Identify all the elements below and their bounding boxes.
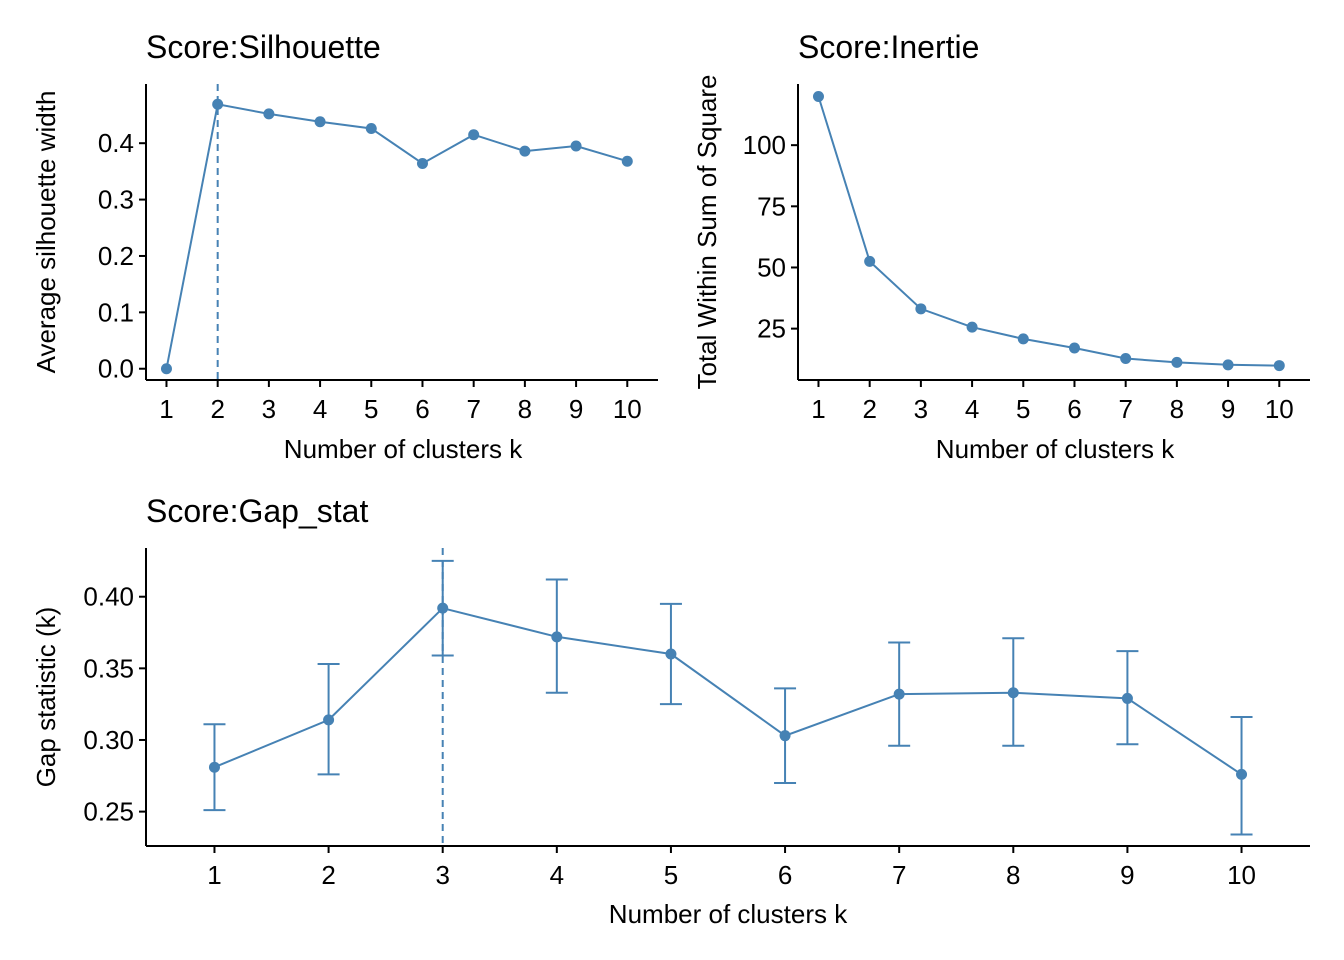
silhouette-series-line	[165, 103, 628, 369]
silhouette-x-tick-label: 6	[415, 394, 429, 424]
silhouette-x-tick-label: 9	[569, 394, 583, 424]
gap-stat-x-tick-label: 1	[207, 860, 221, 890]
gap-stat-title: Score:Gap_stat	[146, 493, 368, 529]
inertie-x-tick-label: 7	[1118, 394, 1132, 424]
inertie-data-point	[1222, 359, 1234, 371]
inertie-panel: Score:Inertie Number of clusters k Total…	[692, 29, 1310, 464]
gap-stat-data-point	[551, 631, 563, 643]
inertie-y-tick-label: 75	[757, 191, 786, 221]
gap-stat-plot-area: 0.25 0.30 0.35 0.40 1 2 3 4 5 6 7 8 9 10	[83, 548, 1310, 890]
silhouette-y-tick-label: 0.0	[98, 354, 134, 384]
silhouette-x-tick-label: 3	[262, 394, 276, 424]
inertie-data-point	[1273, 360, 1285, 372]
gap-stat-data-point	[779, 730, 791, 742]
inertie-data-point	[1171, 356, 1183, 368]
inertie-x-tick-label: 9	[1221, 394, 1235, 424]
gap-stat-x-tick-label: 7	[892, 860, 906, 890]
inertie-x-tick-label: 1	[811, 394, 825, 424]
silhouette-data-point	[212, 98, 224, 110]
inertie-y-tick-label: 25	[757, 314, 786, 344]
inertie-y-tick-label: 100	[743, 130, 786, 160]
gap-stat-x-tick-label: 5	[664, 860, 678, 890]
inertie-x-tick-label: 6	[1067, 394, 1081, 424]
inertie-data-point	[1120, 352, 1132, 364]
gap-stat-data-point	[437, 602, 449, 614]
silhouette-x-tick-label: 8	[518, 394, 532, 424]
inertie-data-point	[1017, 333, 1029, 345]
silhouette-y-tick-label: 0.2	[98, 241, 134, 271]
gap-stat-x-tick-label: 6	[778, 860, 792, 890]
gap-stat-x-tick-label: 10	[1227, 860, 1256, 890]
inertie-x-tick-label: 4	[965, 394, 979, 424]
silhouette-y-label: Average silhouette width	[31, 91, 61, 374]
silhouette-data-point	[468, 129, 480, 141]
inertie-data-point	[1068, 342, 1080, 354]
silhouette-x-label: Number of clusters k	[284, 434, 523, 464]
silhouette-panel: Score:Silhouette Number of clusters k Av…	[31, 29, 658, 464]
silhouette-plot-area: 0.0 0.1 0.2 0.3 0.4 1 2 3 4 5 6 7 8 9 10	[98, 84, 658, 424]
gap-stat-x-tick-label: 3	[435, 860, 449, 890]
silhouette-x-tick-label: 2	[210, 394, 224, 424]
silhouette-x-tick-label: 4	[313, 394, 327, 424]
inertie-x-label: Number of clusters k	[936, 434, 1175, 464]
gap-stat-x-tick-label: 4	[550, 860, 564, 890]
gap-stat-y-label: Gap statistic (k)	[31, 607, 61, 788]
inertie-data-point	[966, 321, 978, 333]
inertie-series-line	[817, 96, 1280, 367]
gap-stat-data-point	[1121, 692, 1133, 704]
inertie-x-tick-label: 2	[862, 394, 876, 424]
silhouette-y-tick-label: 0.3	[98, 185, 134, 215]
gap-stat-data-point	[893, 688, 905, 700]
silhouette-data-point	[621, 155, 633, 167]
inertie-x-tick-label: 10	[1265, 394, 1294, 424]
silhouette-title: Score:Silhouette	[146, 29, 381, 65]
gap-stat-data-point	[1236, 768, 1248, 780]
inertie-data-point	[864, 255, 876, 267]
inertie-y-label: Total Within Sum of Square	[692, 74, 722, 389]
silhouette-x-tick-label: 10	[613, 394, 642, 424]
silhouette-data-point	[416, 157, 428, 169]
silhouette-data-point	[570, 140, 582, 152]
gap-stat-data-point	[208, 761, 220, 773]
gap-stat-y-tick-label: 0.35	[83, 653, 134, 683]
gap-stat-data-point	[1007, 687, 1019, 699]
inertie-x-tick-label: 8	[1170, 394, 1184, 424]
silhouette-data-point	[314, 116, 326, 128]
silhouette-x-tick-label: 7	[466, 394, 480, 424]
inertie-y-tick-label: 50	[757, 252, 786, 282]
silhouette-y-tick-label: 0.1	[98, 297, 134, 327]
inertie-x-tick-label: 5	[1016, 394, 1030, 424]
inertie-data-point	[812, 90, 824, 102]
inertie-data-point	[915, 303, 927, 315]
gap-stat-x-tick-label: 2	[321, 860, 335, 890]
gap-stat-series-line	[214, 607, 1243, 776]
inertie-title: Score:Inertie	[798, 29, 979, 65]
inertie-plot-area: 25 50 75 100 1 2 3 4 5 6 7 8 9 10	[743, 84, 1310, 424]
gap-stat-x-label: Number of clusters k	[609, 899, 848, 929]
gap-stat-x-tick-label: 8	[1006, 860, 1020, 890]
gap-stat-y-tick-label: 0.25	[83, 797, 134, 827]
silhouette-data-point	[263, 108, 275, 120]
gap-stat-y-tick-label: 0.40	[83, 582, 134, 612]
silhouette-x-tick-label: 5	[364, 394, 378, 424]
silhouette-data-point	[160, 363, 172, 375]
gap-stat-x-tick-label: 9	[1120, 860, 1134, 890]
silhouette-data-point	[519, 145, 531, 157]
silhouette-x-tick-label: 1	[159, 394, 173, 424]
gap-stat-data-point	[323, 714, 335, 726]
silhouette-y-tick-label: 0.4	[98, 128, 134, 158]
gap-stat-panel: Score:Gap_stat Number of clusters k Gap …	[31, 493, 1310, 929]
gap-stat-data-point	[665, 648, 677, 660]
silhouette-data-point	[365, 123, 377, 135]
gap-stat-y-tick-label: 0.30	[83, 725, 134, 755]
inertie-x-tick-label: 3	[914, 394, 928, 424]
